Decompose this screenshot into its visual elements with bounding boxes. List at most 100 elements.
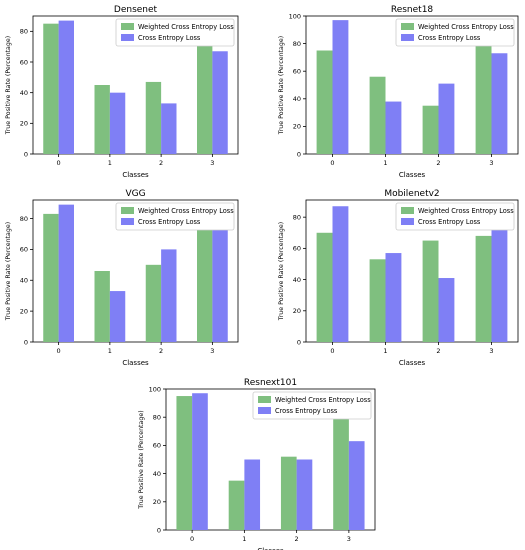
x-tick-label: 0	[190, 535, 194, 543]
bar-s0-c0	[43, 213, 59, 342]
bar-s0-c1	[94, 271, 110, 342]
bar-s1-c3	[491, 221, 508, 342]
x-tick-label: 3	[347, 535, 351, 543]
x-tick-label: 0	[57, 347, 61, 355]
y-tick-label: 0	[157, 526, 161, 534]
bar-s1-c1	[109, 291, 126, 342]
legend-box	[395, 202, 515, 231]
bar-s0-c1	[228, 480, 245, 530]
legend-swatch-1	[258, 407, 271, 414]
y-tick-label: 20	[20, 120, 28, 128]
legend-swatch-0	[401, 207, 414, 214]
x-tick-label: 3	[489, 347, 493, 355]
legend-box	[252, 391, 372, 420]
y-tick-label: 80	[293, 213, 301, 221]
y-tick-label: 80	[20, 28, 28, 36]
bar-s0-c1	[369, 76, 386, 154]
y-axis-label: True Positive Rate (Percentage)	[138, 410, 145, 509]
x-tick-label: 2	[159, 347, 163, 355]
bar-s1-c3	[348, 441, 365, 530]
x-tick-label: 0	[57, 159, 61, 167]
bar-s0-c1	[369, 259, 386, 342]
bar-s1-c2	[438, 278, 455, 342]
y-tick-label: 20	[293, 123, 301, 131]
x-tick-label: 3	[489, 159, 493, 167]
y-axis-label: True Positive Rate (Percentage)	[5, 36, 12, 135]
chart-title: Resnext101	[244, 378, 297, 388]
bar-s0-c2	[280, 456, 297, 530]
legend-swatch-0	[121, 23, 134, 30]
x-tick-label: 2	[436, 347, 440, 355]
bar-s1-c3	[212, 215, 228, 342]
chart-title: VGG	[125, 189, 145, 199]
y-tick-label: 60	[20, 246, 28, 254]
chart-panel-4: Resnext101 0 1 2 3 0 20 40 60 80 100 Classes True Po…	[138, 378, 376, 550]
bar-s1-c1	[244, 459, 261, 530]
chart-title: Resnet18	[391, 5, 434, 15]
bar-s1-c3	[212, 51, 228, 155]
legend-label-0: Weighted Cross Entropy Loss	[138, 23, 234, 31]
bar-s0-c2	[145, 264, 162, 342]
bar-s0-c3	[475, 43, 492, 154]
legend-swatch-1	[401, 218, 414, 225]
x-axis-label: Classes	[122, 359, 149, 367]
bar-s1-c0	[332, 206, 349, 342]
legend-swatch-0	[121, 207, 134, 214]
x-tick-label: 3	[210, 159, 214, 167]
legend-box	[115, 202, 235, 231]
bar-s1-c2	[438, 83, 455, 154]
x-tick-label: 1	[383, 159, 387, 167]
y-axis-label: True Positive Rate (Percentage)	[5, 222, 12, 321]
y-tick-label: 20	[153, 498, 161, 506]
legend-label-1: Cross Entropy Loss	[418, 34, 481, 42]
legend-box	[395, 18, 515, 47]
y-tick-label: 80	[293, 40, 301, 48]
bar-s0-c3	[197, 23, 213, 154]
legend-label-0: Weighted Cross Entropy Loss	[418, 207, 514, 215]
bar-s1-c0	[58, 20, 74, 154]
y-tick-label: 80	[153, 414, 161, 422]
legend-label-0: Weighted Cross Entropy Loss	[418, 23, 514, 31]
y-tick-label: 60	[293, 245, 301, 253]
x-tick-label: 1	[242, 535, 246, 543]
legend-swatch-1	[401, 34, 414, 41]
legend-swatch-0	[258, 396, 271, 403]
x-tick-label: 2	[436, 159, 440, 167]
bar-s0-c0	[316, 50, 333, 154]
y-tick-label: 100	[149, 385, 161, 393]
y-tick-label: 60	[153, 442, 161, 450]
bar-s1-c1	[385, 101, 402, 154]
y-axis-label: True Positive Rate (Percentage)	[278, 222, 285, 321]
x-tick-label: 2	[159, 159, 163, 167]
x-tick-label: 1	[108, 347, 112, 355]
bar-s1-c0	[332, 20, 349, 154]
legend-label-1: Cross Entropy Loss	[138, 218, 201, 226]
y-tick-label: 20	[20, 307, 28, 315]
x-tick-label: 2	[295, 535, 299, 543]
x-axis-label: Classes	[399, 171, 426, 179]
legend-label-0: Weighted Cross Entropy Loss	[275, 396, 371, 404]
bar-s1-c1	[109, 92, 126, 154]
y-tick-label: 100	[289, 12, 301, 20]
y-tick-label: 40	[293, 95, 301, 103]
legend-label-1: Cross Entropy Loss	[138, 34, 201, 42]
legend-label-0: Weighted Cross Entropy Loss	[138, 207, 234, 215]
bar-s1-c2	[296, 459, 313, 530]
x-tick-label: 1	[108, 159, 112, 167]
bar-s0-c0	[43, 23, 59, 154]
y-tick-label: 40	[153, 470, 161, 478]
bar-s0-c2	[422, 240, 439, 342]
x-axis-label: Classes	[122, 171, 149, 179]
chart-panel-2: VGG 0 1 2 3 0 20 40 60 80 Classes True Positive Rat…	[5, 189, 239, 367]
y-tick-label: 0	[24, 338, 28, 346]
bar-s0-c3	[333, 407, 349, 530]
y-tick-label: 40	[20, 89, 28, 97]
bar-s0-c0	[176, 396, 193, 530]
legend-box	[115, 18, 235, 47]
legend-swatch-0	[401, 23, 414, 30]
bar-s0-c0	[316, 232, 333, 342]
y-tick-label: 40	[20, 277, 28, 285]
bar-s0-c2	[422, 105, 439, 154]
bar-s1-c0	[192, 393, 208, 530]
